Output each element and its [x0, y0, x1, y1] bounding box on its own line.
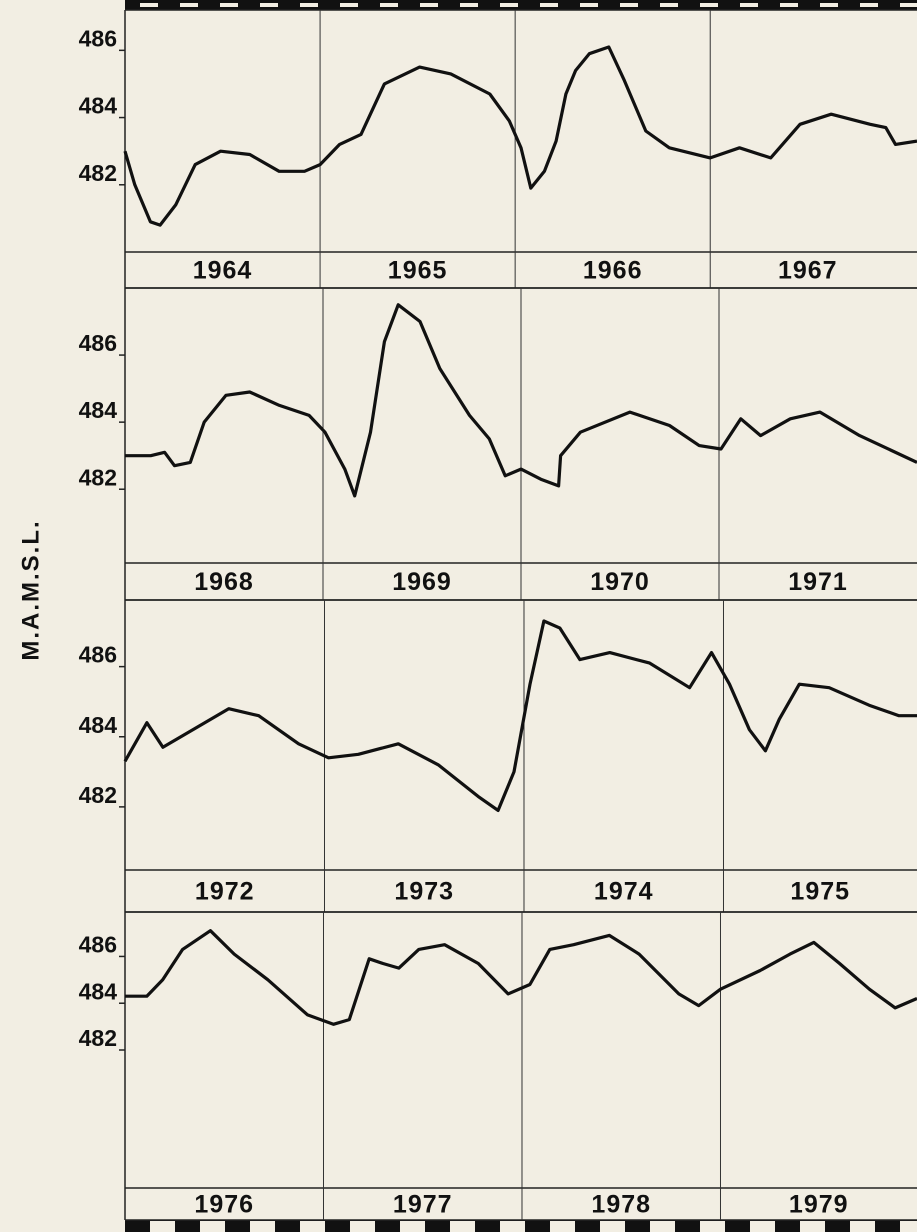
y-tick-label: 486 [79, 25, 117, 51]
top-bar-gap [260, 3, 278, 7]
top-bar-gap [580, 3, 598, 7]
top-bar-gap [860, 3, 878, 7]
bottom-bar-gap [350, 1221, 375, 1232]
bottom-bar-gap [600, 1221, 625, 1232]
y-tick-label: 484 [79, 93, 118, 119]
y-tick-label: 484 [79, 397, 118, 423]
bottom-bar-gap [850, 1221, 875, 1232]
bottom-bar-gap [300, 1221, 325, 1232]
y-tick-label: 482 [79, 1025, 117, 1051]
year-label: 1965 [388, 257, 448, 285]
year-label: 1966 [583, 257, 643, 285]
bottom-bar-gap [550, 1221, 575, 1232]
top-bar-gap [820, 3, 838, 7]
bottom-bar-gap [800, 1221, 825, 1232]
y-tick-label: 486 [79, 932, 117, 958]
bottom-bar-gap [450, 1221, 475, 1232]
y-tick-label: 484 [79, 978, 118, 1004]
bottom-bar-gap [900, 1221, 917, 1232]
y-tick-label: 484 [79, 712, 118, 738]
top-bar-gap [900, 3, 917, 7]
y-tick-label: 482 [79, 464, 117, 490]
year-label: 1975 [790, 878, 850, 906]
year-label: 1973 [394, 878, 454, 906]
level-line [125, 929, 917, 1026]
level-line [123, 619, 917, 812]
year-label: 1970 [590, 568, 650, 596]
year-label: 1972 [195, 878, 255, 906]
level-line [125, 303, 917, 498]
y-axis-label: M.A.M.S.L. [17, 519, 44, 660]
top-bar-gap [220, 3, 238, 7]
bottom-bar-gap [700, 1221, 725, 1232]
bottom-bar-gap [200, 1221, 225, 1232]
year-label: 1978 [591, 1191, 651, 1219]
top-bar-gap [540, 3, 558, 7]
y-tick-label: 486 [79, 330, 117, 356]
top-bar-gap [620, 3, 638, 7]
year-label: 1977 [393, 1191, 453, 1219]
year-label: 1967 [778, 257, 838, 285]
bottom-bar-gap [250, 1221, 275, 1232]
bottom-bar-gap [400, 1221, 425, 1232]
year-label: 1979 [789, 1191, 849, 1219]
y-tick-label: 486 [79, 642, 117, 668]
year-label: 1968 [194, 568, 254, 596]
year-label: 1969 [392, 568, 452, 596]
y-tick-label: 482 [79, 160, 117, 186]
top-bar-gap [780, 3, 798, 7]
top-bar-gap [460, 3, 478, 7]
top-bar-gap [740, 3, 758, 7]
year-label: 1976 [194, 1191, 254, 1219]
level-line [123, 45, 917, 227]
bottom-bar-gap [500, 1221, 525, 1232]
bottom-bar-gap [750, 1221, 775, 1232]
top-bar-gap [660, 3, 678, 7]
top-bar-gap [500, 3, 518, 7]
top-bar-gap [700, 3, 718, 7]
border-bars [125, 0, 917, 1232]
year-label: 1964 [193, 257, 253, 285]
top-bar-gap [340, 3, 358, 7]
top-bar-gap [180, 3, 198, 7]
year-label: 1974 [594, 878, 654, 906]
bottom-bar-gap [150, 1221, 175, 1232]
top-bar-gap [420, 3, 438, 7]
year-label: 1971 [788, 568, 848, 596]
bottom-bar-gap [650, 1221, 675, 1232]
top-bar-gap [380, 3, 398, 7]
top-bar-gap [300, 3, 318, 7]
top-bar-gap [140, 3, 158, 7]
top-bar [125, 0, 917, 10]
y-tick-label: 482 [79, 782, 117, 808]
